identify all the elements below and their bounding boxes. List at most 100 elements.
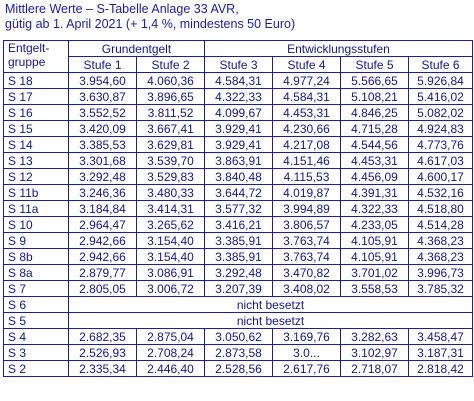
salary-value-cell: 4.453,31 xyxy=(340,152,409,169)
header-row-1: Entgelt- gruppe Grundentgelt Entwicklung… xyxy=(3,40,473,73)
salary-value-cell: 2.528,56 xyxy=(204,360,273,377)
table-row: S 11b 3.246,36 3.480,33 3.644,72 4.019,87 4.3… xyxy=(3,184,473,201)
title-line-2: gütig ab 1. April 2021 (+ 1,4 %, mindest… xyxy=(5,17,296,31)
entwicklungsstufen-header: Entwicklungsstufen xyxy=(204,40,473,57)
salary-value-cell: 3.292,48 xyxy=(68,168,137,185)
salary-value-cell: 3.785,32 xyxy=(408,280,473,297)
table-row: S 8a 2.879,77 3.086,91 3.292,48 3.470,82 3.70… xyxy=(3,264,473,281)
group-cell: S 3 xyxy=(3,344,69,361)
salary-value-cell: 5.416,02 xyxy=(408,88,473,105)
salary-value-cell: 4.453,31 xyxy=(272,104,341,121)
salary-value-cell: 3.994,89 xyxy=(272,200,341,217)
salary-value-cell: 3.301,68 xyxy=(68,152,137,169)
salary-value-cell: 4.518,80 xyxy=(408,200,473,217)
table-row: S 13 3.301,68 3.539,70 3.863,91 4.151,46 4.45… xyxy=(3,152,473,169)
stufe-header: Stufe 1 xyxy=(68,56,137,73)
salary-value-cell: 3.414,31 xyxy=(136,200,205,217)
group-cell: S 2 xyxy=(3,360,69,377)
salary-value-cell: 2.718,07 xyxy=(340,360,409,377)
group-cell: S 16 xyxy=(3,104,69,121)
salary-value-cell: 3.292,48 xyxy=(204,264,273,281)
salary-value-cell: 2.335,34 xyxy=(68,360,137,377)
table-row: S 5 nicht besetzt xyxy=(3,312,473,329)
salary-value-cell: 3.385,91 xyxy=(204,232,273,249)
salary-value-cell: 3.811,52 xyxy=(136,104,205,121)
salary-value-cell: 3.169,76 xyxy=(272,328,341,345)
salary-value-cell: 5.566,65 xyxy=(340,72,409,89)
group-cell: S 13 xyxy=(3,152,69,169)
salary-value-cell: 5.926,84 xyxy=(408,72,473,89)
salary-value-cell: 3.282,63 xyxy=(340,328,409,345)
not-occupied-cell: nicht besetzt xyxy=(68,296,473,313)
salary-value-cell: 3.577,32 xyxy=(204,200,273,217)
table-row: S 18 3.954,60 4.060,36 4.584,31 4.977,24 5.56… xyxy=(3,72,473,89)
stufe-header: Stufe 6 xyxy=(408,56,473,73)
salary-value-cell: 2.879,77 xyxy=(68,264,137,281)
salary-value-cell: 4.105,91 xyxy=(340,248,409,265)
salary-value-cell: 3.552,52 xyxy=(68,104,137,121)
group-cell: S 10 xyxy=(3,216,69,233)
salary-value-cell: 4.544,56 xyxy=(340,136,409,153)
salary-value-cell: 3.408,02 xyxy=(272,280,341,297)
table-row: S 9 2.942,66 3.154,40 3.385,91 3.763,74 4.105… xyxy=(3,232,473,249)
salary-value-cell: 4.105,91 xyxy=(340,232,409,249)
salary-value-cell: 3.558,53 xyxy=(340,280,409,297)
salary-value-cell: 4.322,33 xyxy=(204,88,273,105)
group-cell: S 5 xyxy=(3,312,69,329)
salary-value-cell: 4.715,28 xyxy=(340,120,409,137)
salary-value-cell: 3.385,91 xyxy=(204,248,273,265)
group-cell: S 15 xyxy=(3,120,69,137)
salary-value-cell: 3.385,53 xyxy=(68,136,137,153)
group-cell: S 8a xyxy=(3,264,69,281)
salary-value-cell: 3.539,70 xyxy=(136,152,205,169)
salary-value-cell: 3.763,74 xyxy=(272,232,341,249)
salary-table: Entgelt- gruppe Grundentgelt Entwicklung… xyxy=(3,40,473,377)
salary-value-cell: 5.082,02 xyxy=(408,104,473,121)
table-row: S 6 nicht besetzt xyxy=(3,296,473,313)
salary-value-cell: 3.416,21 xyxy=(204,216,273,233)
salary-value-cell: 2.873,58 xyxy=(204,344,273,361)
group-cell: S 17 xyxy=(3,88,69,105)
salary-value-cell: 4.115,53 xyxy=(272,168,341,185)
salary-value-cell: 3.840,48 xyxy=(204,168,273,185)
salary-value-cell: 3.187,31 xyxy=(408,344,473,361)
salary-value-cell: 3.480,33 xyxy=(136,184,205,201)
header-row-2: Stufe 1 Stufe 2 Stufe 3 Stufe 4 Stufe 5 … xyxy=(4,56,473,73)
table-row: S 17 3.630,87 3.896,65 4.322,33 4.584,31 5.10… xyxy=(3,88,473,105)
salary-value-cell: 2.818,42 xyxy=(408,360,473,377)
group-header-line-1: Entgelt- xyxy=(8,41,50,55)
stufe-header: Stufe 5 xyxy=(340,56,409,73)
salary-value-cell: 4.322,33 xyxy=(340,200,409,217)
stufe-header: Stufe 3 xyxy=(204,56,273,73)
salary-value-cell: 3.154,40 xyxy=(136,232,205,249)
salary-value-cell: 4.368,23 xyxy=(408,232,473,249)
salary-value-cell: 4.846,25 xyxy=(340,104,409,121)
salary-value-cell: 3.0... xyxy=(272,344,341,361)
group-cell: S 7 xyxy=(3,280,69,297)
salary-value-cell: 3.863,91 xyxy=(204,152,273,169)
salary-value-cell: 4.060,36 xyxy=(136,72,205,89)
salary-value-cell: 4.514,28 xyxy=(408,216,473,233)
group-cell: S 12 xyxy=(3,168,69,185)
salary-value-cell: 3.154,40 xyxy=(136,248,205,265)
salary-value-cell: 3.896,65 xyxy=(136,88,205,105)
stufe-header: Stufe 2 xyxy=(136,56,205,73)
group-cell: S 11b xyxy=(3,184,69,201)
salary-value-cell: 3.629,81 xyxy=(136,136,205,153)
salary-value-cell: 3.644,72 xyxy=(204,184,273,201)
salary-value-cell: 2.526,93 xyxy=(68,344,137,361)
group-cell: S 18 xyxy=(3,72,69,89)
group-column-header: Entgelt- gruppe xyxy=(3,40,69,73)
salary-value-cell: 4.773,76 xyxy=(408,136,473,153)
salary-value-cell: 3.458,47 xyxy=(408,328,473,345)
salary-value-cell: 2.875,04 xyxy=(136,328,205,345)
salary-value-cell: 4.924,83 xyxy=(408,120,473,137)
salary-value-cell: 4.099,67 xyxy=(204,104,273,121)
table-row: S 16 3.552,52 3.811,52 4.099,67 4.453,31 4.84… xyxy=(3,104,473,121)
group-cell: S 4 xyxy=(3,328,69,345)
salary-value-cell: 4.391,31 xyxy=(340,184,409,201)
salary-value-cell: 3.006,72 xyxy=(136,280,205,297)
salary-value-cell: 3.184,84 xyxy=(68,200,137,217)
salary-value-cell: 4.230,66 xyxy=(272,120,341,137)
salary-value-cell: 2.446,40 xyxy=(136,360,205,377)
